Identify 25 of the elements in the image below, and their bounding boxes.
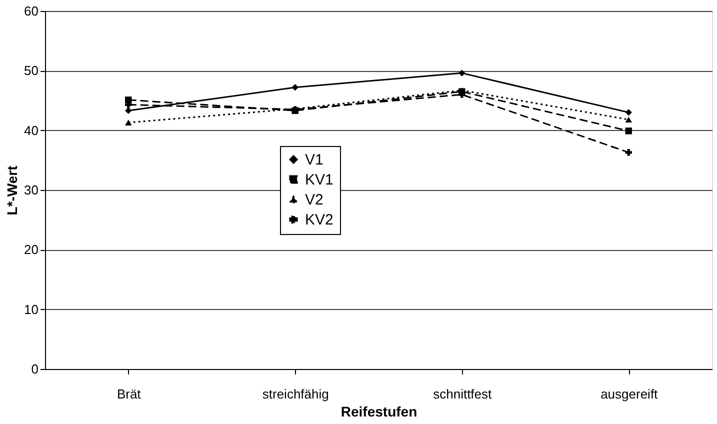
legend-label: KV1 [305,172,334,188]
y-tick-label: 20 [24,242,38,258]
x-axis-title: Reifestufen [340,404,418,420]
legend-label: V1 [305,152,324,168]
x-tick-label: Brät [116,386,142,402]
point [625,149,632,156]
legend-label: V2 [305,192,324,208]
y-tick-label: 60 [24,4,38,18]
point [292,84,298,91]
x-tick-label: ausgereift [600,386,658,402]
point [125,107,132,114]
point [625,109,632,116]
y-tick-label: 40 [24,122,38,138]
point [458,70,466,76]
point [625,128,632,134]
y-tick-label: 30 [24,182,38,198]
y-tick-label: 10 [24,302,38,317]
point [625,116,632,122]
x-tick-label: streichfähig [262,386,329,402]
legend-label: KV2 [305,212,334,228]
point [125,120,132,126]
y-tick-label: 50 [24,63,38,78]
x-tick-label: schnittfest [433,386,492,402]
y-tick-label: 0 [31,362,38,376]
y-axis-title: L*-Wert [4,165,20,216]
